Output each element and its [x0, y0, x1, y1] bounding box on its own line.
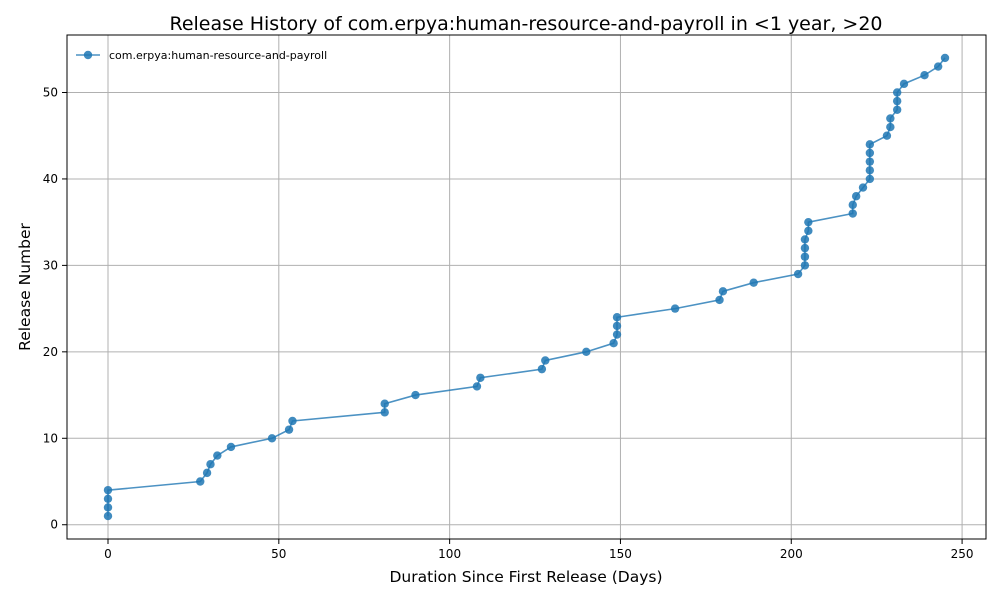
data-point: [103, 494, 113, 504]
data-point: [226, 442, 236, 452]
data-point: [582, 347, 591, 357]
y-tick-label: 0: [50, 518, 58, 532]
data-point: [848, 209, 857, 218]
plot-frame: [66, 34, 987, 540]
data-point: [612, 321, 622, 331]
data-point: [865, 148, 875, 158]
data-point: [476, 373, 485, 382]
data-point: [284, 425, 294, 434]
chart-title: Release History of com.erpya:human-resou…: [169, 13, 882, 35]
data-point: [865, 174, 875, 184]
grid: [67, 35, 986, 539]
data-point: [892, 88, 902, 97]
data-point: [800, 252, 810, 261]
y-tick-label: 50: [43, 85, 58, 99]
y-axis-ticks: 0 10 20 30 40 50: [43, 85, 67, 532]
data-point: [848, 200, 857, 210]
data-point: [882, 131, 892, 140]
data-point: [103, 503, 113, 512]
data-point: [892, 96, 902, 106]
data-point: [886, 114, 895, 123]
data-point: [380, 399, 389, 408]
data-point: [103, 511, 113, 521]
data-point: [804, 217, 813, 227]
data-point: [202, 468, 212, 478]
data-point: [380, 408, 389, 417]
x-tick-label: 50: [271, 547, 286, 561]
data-point: [715, 295, 724, 305]
data-point: [670, 304, 680, 313]
data-point: [865, 140, 875, 149]
x-tick-label: 150: [609, 547, 632, 561]
data-point: [472, 382, 482, 391]
data-point: [718, 287, 728, 296]
data-point: [865, 166, 875, 175]
data-point: [800, 235, 810, 244]
data-point: [858, 183, 868, 192]
data-point: [804, 226, 813, 236]
data-point: [609, 338, 618, 348]
data-point: [411, 390, 420, 400]
y-tick-label: 10: [43, 431, 58, 445]
data-point: [920, 70, 929, 80]
x-tick-label: 100: [438, 547, 461, 561]
y-tick-label: 40: [43, 172, 58, 186]
data-point: [899, 79, 909, 89]
series-layer: [103, 53, 950, 521]
legend-label: com.erpya:human-resource-and-payroll: [109, 49, 327, 62]
data-point: [800, 243, 810, 253]
data-point: [541, 356, 550, 365]
data-point: [749, 278, 758, 287]
x-axis-label: Duration Since First Release (Days): [389, 568, 662, 586]
data-point: [940, 53, 950, 63]
y-tick-label: 30: [43, 258, 58, 272]
data-point: [892, 105, 902, 114]
data-point: [886, 122, 895, 132]
data-point: [851, 192, 861, 201]
data-point: [612, 330, 622, 339]
legend-marker: [83, 50, 93, 60]
y-tick-label: 20: [43, 345, 58, 359]
data-point: [933, 62, 943, 71]
data-point: [288, 416, 297, 426]
data-point: [206, 460, 215, 469]
data-point: [213, 451, 222, 460]
x-tick-label: 0: [104, 547, 112, 561]
data-point: [196, 477, 205, 486]
data-point: [800, 261, 810, 270]
data-point: [267, 434, 277, 443]
x-tick-label: 250: [951, 547, 974, 561]
data-point: [103, 485, 113, 495]
data-point: [537, 364, 547, 374]
y-axis-label: Release Number: [16, 223, 34, 351]
legend: com.erpya:human-resource-and-payroll: [76, 49, 327, 62]
data-point: [793, 269, 803, 279]
data-point: [865, 157, 875, 166]
data-point: [612, 313, 622, 322]
x-tick-label: 200: [780, 547, 803, 561]
x-axis-ticks: 0 50 100 150 200 250: [104, 539, 974, 561]
